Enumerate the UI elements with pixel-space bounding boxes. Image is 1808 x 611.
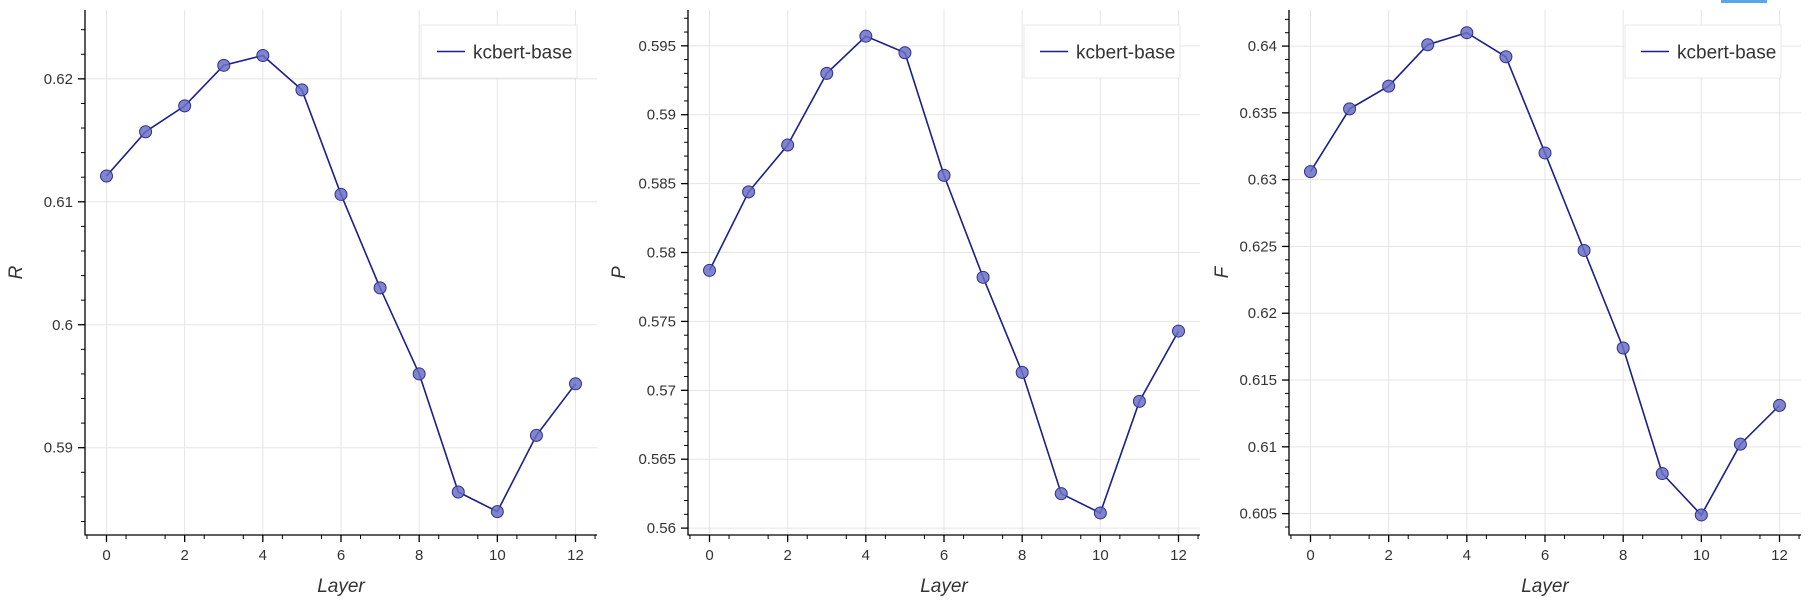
data-point	[1132, 394, 1146, 408]
data-point	[742, 185, 756, 199]
x-tick-label: 4	[862, 547, 870, 564]
x-tick-label: 0	[1306, 547, 1314, 564]
data-point	[1421, 38, 1435, 52]
data-point	[334, 187, 348, 201]
y-tick-label: 0.63	[1248, 172, 1277, 189]
data-point	[1015, 365, 1029, 379]
data-point	[937, 168, 951, 182]
data-point	[976, 270, 990, 284]
data-point	[1655, 467, 1669, 481]
y-tick-label: 0.61	[1248, 439, 1277, 456]
data-point	[451, 485, 465, 499]
data-point	[1172, 324, 1186, 338]
y-tick-label: 0.56	[647, 520, 676, 537]
legend-label: kcbert-base	[473, 43, 572, 64]
x-tick-label: 6	[940, 547, 948, 564]
data-point	[373, 281, 387, 295]
x-tick-label: 10	[1092, 547, 1109, 564]
y-axis-title: F	[1212, 265, 1233, 278]
x-axis-title: Layer	[920, 576, 968, 597]
y-tick-label: 0.62	[44, 71, 73, 88]
x-axis-title: Layer	[317, 576, 365, 597]
y-tick-label: 0.62	[1248, 305, 1277, 322]
x-tick-label: 10	[489, 547, 506, 564]
y-tick-label: 0.58	[647, 245, 676, 262]
data-point	[1733, 437, 1747, 451]
data-point	[1577, 243, 1591, 257]
data-point	[99, 169, 113, 183]
data-point	[1773, 398, 1787, 412]
y-tick-label: 0.57	[647, 382, 676, 399]
x-tick-label: 12	[1771, 547, 1788, 564]
data-point	[412, 367, 426, 381]
y-tick-label: 0.575	[638, 313, 676, 330]
legend: kcbert-base	[1023, 24, 1181, 79]
x-axis-title: Layer	[1521, 576, 1569, 597]
y-tick-label: 0.59	[44, 440, 73, 457]
toolbar-accent[interactable]	[1721, 0, 1767, 3]
data-point	[139, 125, 153, 139]
data-point	[820, 66, 834, 80]
y-tick-label: 0.625	[1239, 238, 1277, 255]
chart-panel-3: 0 2 4 6 8 10 12 0.605 0.61 0.615 0.62 0.625 0.63 0.63…	[1212, 10, 1801, 597]
x-tick-label: 2	[180, 547, 188, 564]
data-point	[781, 138, 795, 152]
y-tick-label: 0.59	[647, 107, 676, 124]
x-tick-label: 12	[1170, 547, 1187, 564]
x-tick-label: 8	[1619, 547, 1627, 564]
data-point	[1499, 50, 1513, 64]
y-axis-title: P	[609, 266, 630, 279]
y-tick-label: 0.565	[638, 451, 676, 468]
chart-panel-1: 0 2 4 6 8 10 12 0.59 0.6 0.61 0.62 Layer Rkcbert-bas…	[6, 10, 597, 597]
data-point	[859, 29, 873, 43]
y-tick-label: 0.635	[1239, 105, 1277, 122]
x-tick-label: 0	[102, 547, 110, 564]
x-tick-label: 0	[705, 547, 713, 564]
x-tick-label: 12	[567, 547, 584, 564]
legend: kcbert-base	[420, 24, 578, 79]
x-tick-label: 4	[259, 547, 267, 564]
data-point	[490, 505, 504, 519]
data-point	[1460, 26, 1474, 40]
x-tick-label: 8	[415, 547, 423, 564]
x-tick-label: 10	[1693, 547, 1710, 564]
data-point	[898, 46, 912, 60]
chart-panel-2: 0 2 4 6 8 10 12 0.56 0.565 0.57 0.575 0.58 0.585 0.59…	[609, 10, 1200, 597]
data-point	[529, 428, 543, 442]
x-tick-label: 6	[337, 547, 345, 564]
y-tick-label: 0.6	[52, 317, 73, 334]
x-tick-label: 2	[1384, 547, 1392, 564]
y-tick-label: 0.585	[638, 176, 676, 193]
data-point	[178, 99, 192, 113]
data-point	[1616, 341, 1630, 355]
x-tick-label: 4	[1463, 547, 1471, 564]
x-tick-label: 2	[783, 547, 791, 564]
data-point	[702, 263, 716, 277]
data-point	[1303, 165, 1317, 179]
y-tick-label: 0.615	[1239, 372, 1277, 389]
data-point	[1343, 102, 1357, 116]
y-tick-label: 0.595	[638, 38, 676, 55]
legend: kcbert-base	[1624, 24, 1782, 79]
data-point	[1538, 146, 1552, 160]
legend-label: kcbert-base	[1677, 43, 1776, 64]
y-axis-title: R	[6, 265, 27, 279]
data-point	[569, 377, 583, 391]
data-point	[256, 48, 270, 62]
x-tick-label: 8	[1018, 547, 1026, 564]
y-tick-label: 0.64	[1248, 38, 1277, 55]
data-point	[1054, 487, 1068, 501]
legend-label: kcbert-base	[1076, 43, 1175, 64]
data-point	[1694, 508, 1708, 522]
y-tick-label: 0.61	[44, 194, 73, 211]
y-tick-label: 0.605	[1239, 506, 1277, 523]
data-point	[295, 83, 309, 97]
data-point	[1093, 506, 1107, 520]
data-point	[217, 58, 231, 72]
x-tick-label: 6	[1541, 547, 1549, 564]
data-point	[1382, 79, 1396, 93]
